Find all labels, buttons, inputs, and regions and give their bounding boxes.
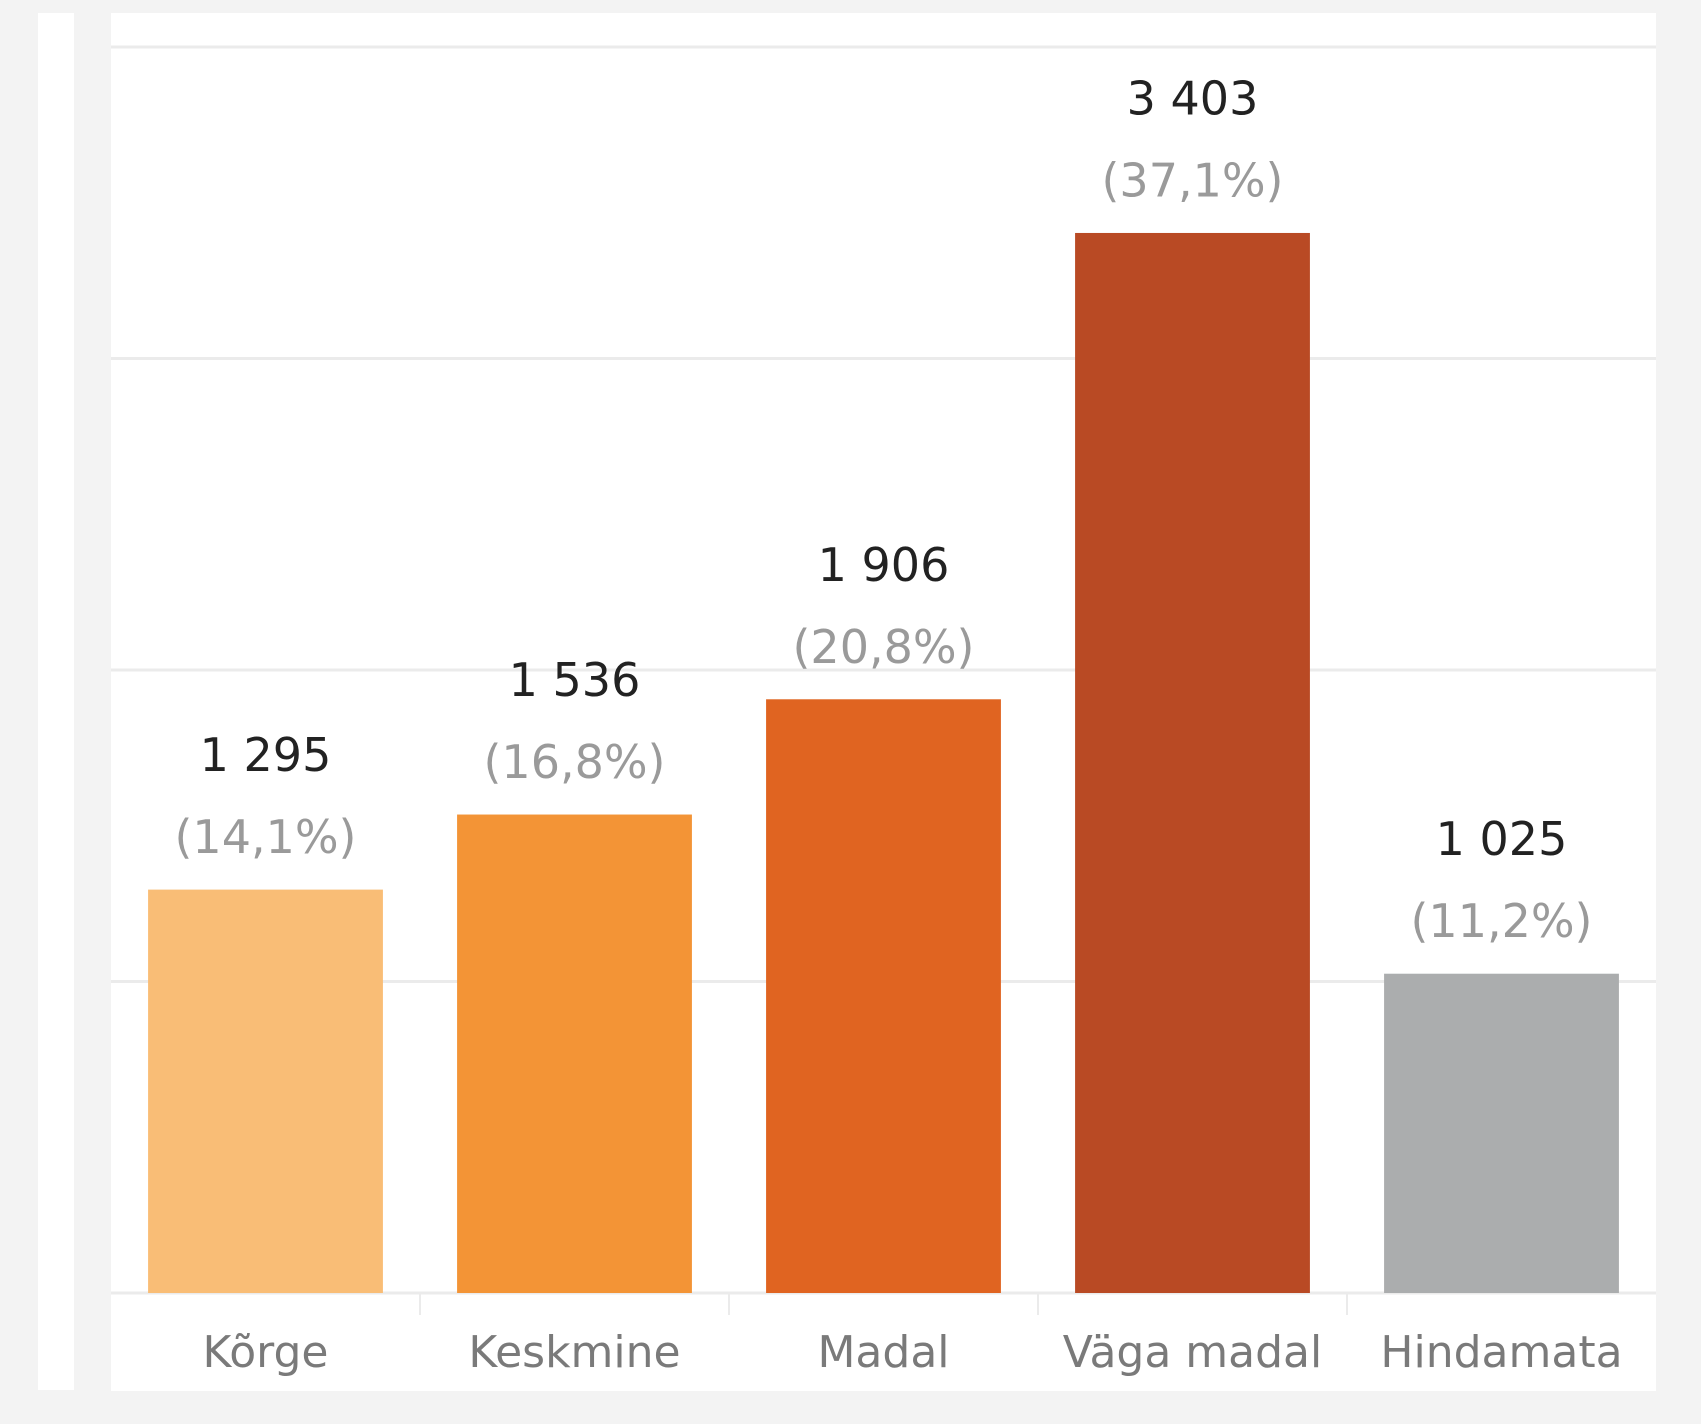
bar (148, 889, 383, 1293)
bar (766, 699, 1001, 1293)
bar (457, 814, 692, 1293)
percent-label: (11,2%) (1410, 894, 1592, 948)
bar (1075, 232, 1310, 1294)
x-tick-label: Kõrge (203, 1327, 329, 1378)
value-label: 1 906 (818, 538, 950, 592)
x-tick-label: Hindamata (1380, 1327, 1622, 1378)
value-label: 1 025 (1436, 812, 1568, 866)
x-tick-label: Madal (817, 1327, 949, 1378)
percent-label: (14,1%) (174, 810, 356, 864)
x-tick-label: Väga madal (1063, 1327, 1322, 1378)
value-label: 1 295 (200, 728, 332, 782)
bar (1384, 973, 1619, 1293)
side-panel (38, 13, 74, 1390)
percent-label: (16,8%) (483, 735, 665, 789)
percent-label: (20,8%) (792, 620, 974, 674)
value-label: 3 403 (1127, 71, 1259, 125)
percent-label: (37,1%) (1101, 153, 1283, 207)
value-label: 1 536 (509, 653, 641, 707)
x-tick-label: Keskmine (468, 1327, 680, 1378)
